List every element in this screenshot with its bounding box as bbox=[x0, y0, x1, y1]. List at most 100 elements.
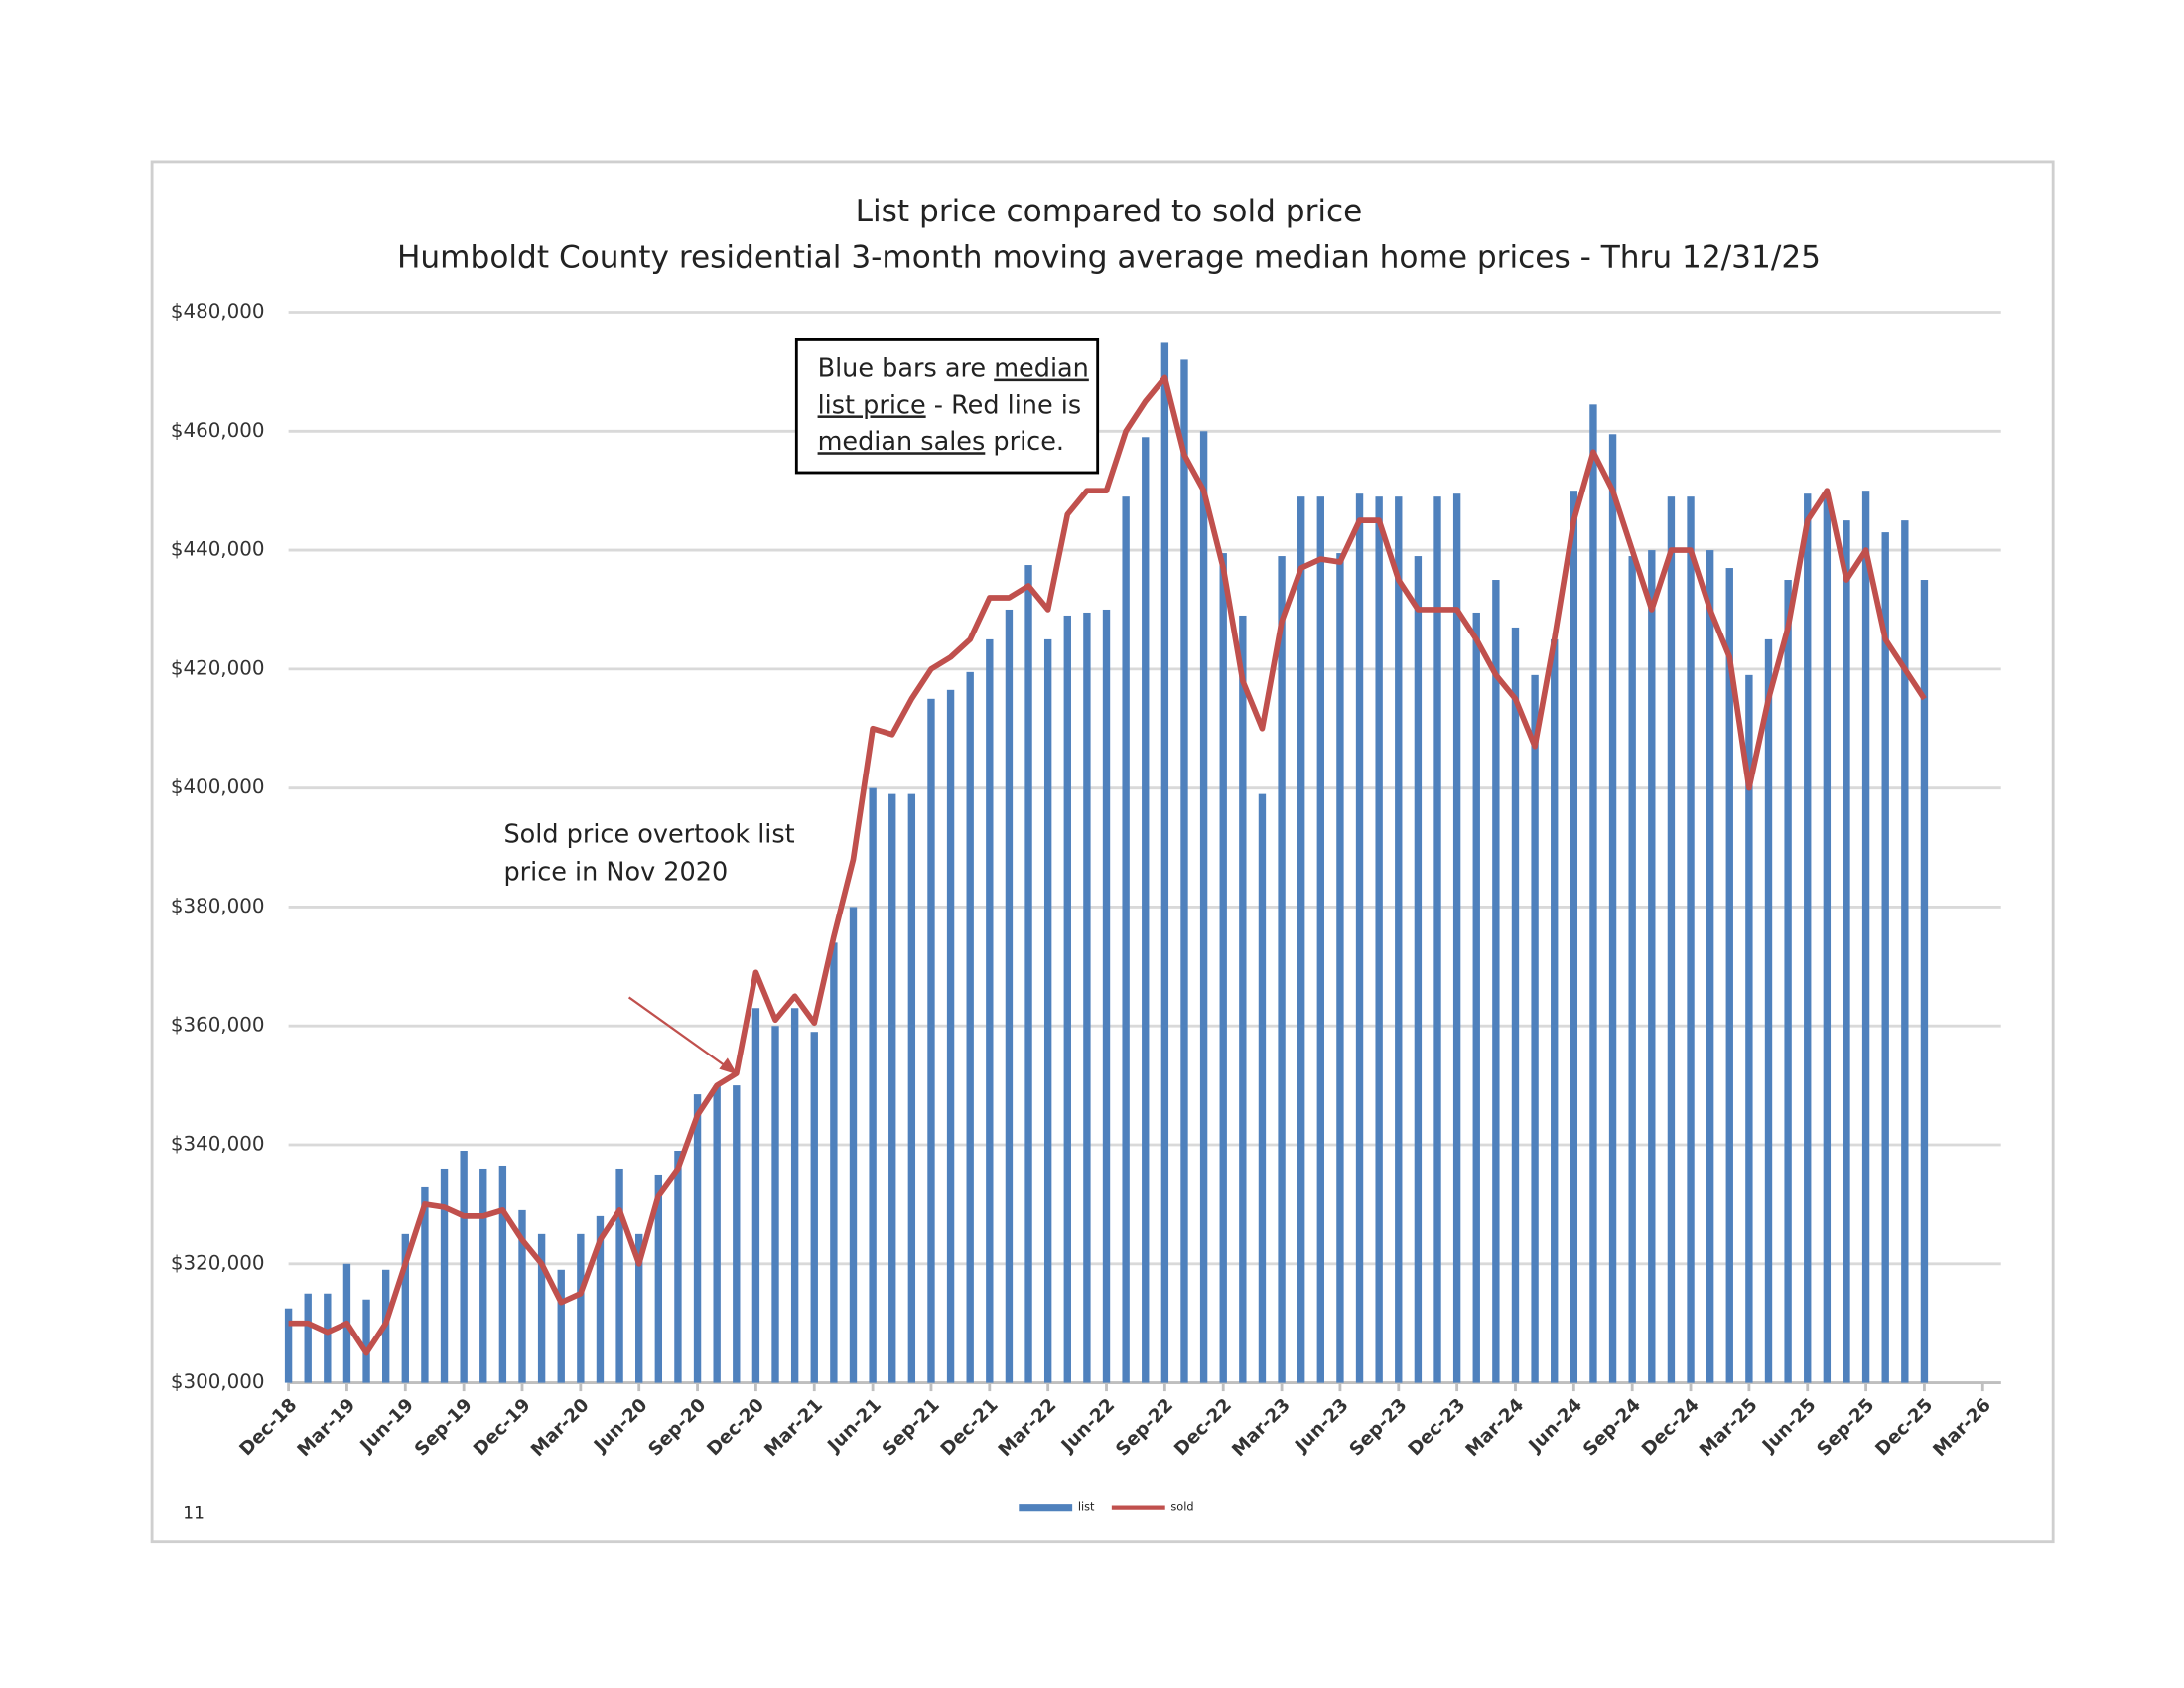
bar bbox=[1219, 553, 1227, 1383]
note-line: Blue bars are median bbox=[818, 354, 1089, 384]
bar bbox=[1063, 615, 1071, 1383]
bar bbox=[907, 793, 916, 1383]
bar bbox=[1102, 609, 1111, 1383]
note-segment: - Red line is bbox=[926, 390, 1082, 420]
bar bbox=[362, 1299, 370, 1383]
bar bbox=[1725, 568, 1733, 1383]
bar bbox=[577, 1233, 585, 1383]
bar bbox=[1083, 612, 1091, 1383]
bar bbox=[771, 1026, 779, 1383]
arrow-head bbox=[719, 1057, 738, 1075]
bar bbox=[927, 698, 935, 1383]
bar bbox=[596, 1215, 605, 1383]
bar bbox=[1687, 496, 1695, 1383]
bar bbox=[1648, 550, 1656, 1383]
bar bbox=[537, 1233, 546, 1383]
bar bbox=[1745, 674, 1753, 1383]
bar bbox=[713, 1085, 721, 1383]
chart-title: List price compared to sold price bbox=[856, 194, 1363, 229]
bar bbox=[479, 1168, 487, 1383]
line bbox=[288, 374, 1927, 1356]
y-tick-label: $340,000 bbox=[171, 1133, 265, 1156]
bar bbox=[1551, 638, 1559, 1383]
bar bbox=[557, 1269, 565, 1383]
bar bbox=[460, 1150, 468, 1383]
bar bbox=[1043, 638, 1052, 1383]
y-tick-label: $420,000 bbox=[171, 656, 265, 679]
note-line: median sales price. bbox=[818, 427, 1064, 457]
annotation: Sold price overtook list bbox=[503, 820, 794, 850]
bar bbox=[1452, 493, 1461, 1383]
bar bbox=[498, 1165, 507, 1383]
bar bbox=[1472, 612, 1480, 1383]
bar bbox=[1667, 496, 1676, 1383]
bar bbox=[849, 907, 858, 1383]
bar bbox=[1804, 493, 1812, 1383]
bar bbox=[733, 1085, 741, 1383]
bar bbox=[888, 793, 896, 1383]
bar bbox=[635, 1233, 643, 1383]
legend-label: list bbox=[1078, 1500, 1095, 1514]
y-tick-label: $440,000 bbox=[171, 538, 265, 561]
bar bbox=[1199, 431, 1208, 1383]
legend-label: sold bbox=[1170, 1500, 1193, 1514]
frame bbox=[150, 160, 2055, 1544]
bar bbox=[1336, 553, 1344, 1383]
chart-subtitle: Humboldt County residential 3-month movi… bbox=[397, 240, 1821, 276]
bar bbox=[986, 638, 994, 1383]
bar bbox=[1355, 493, 1364, 1383]
bar bbox=[1511, 627, 1520, 1383]
bar bbox=[284, 1308, 293, 1383]
note-segment: Blue bars are bbox=[818, 354, 995, 384]
bar bbox=[1375, 496, 1383, 1383]
y-tick-label: $300,000 bbox=[171, 1370, 265, 1393]
note-segment: median sales bbox=[818, 427, 986, 457]
bar bbox=[1531, 674, 1539, 1383]
bar bbox=[615, 1168, 623, 1383]
bar bbox=[1881, 532, 1889, 1383]
bar bbox=[1395, 496, 1403, 1383]
arrow bbox=[627, 996, 729, 1069]
bar bbox=[1764, 638, 1773, 1383]
bar bbox=[1843, 520, 1850, 1383]
bar bbox=[1706, 550, 1714, 1383]
bar bbox=[830, 942, 838, 1383]
y-tick-label: $320,000 bbox=[171, 1251, 265, 1274]
bar bbox=[1005, 609, 1014, 1383]
bar bbox=[1920, 580, 1929, 1383]
bar bbox=[1628, 556, 1636, 1383]
bar bbox=[1433, 496, 1441, 1383]
bar bbox=[1570, 491, 1578, 1383]
bar bbox=[790, 1008, 799, 1383]
annotation: price in Nov 2020 bbox=[503, 858, 728, 888]
bar bbox=[1414, 556, 1423, 1383]
bar bbox=[1492, 580, 1500, 1383]
note-segment: price. bbox=[985, 427, 1064, 457]
note-line: list price - Red line is bbox=[818, 390, 1082, 420]
y-tick-label: $380,000 bbox=[171, 895, 265, 917]
page-number: 11 bbox=[183, 1503, 205, 1523]
bar bbox=[751, 1008, 760, 1383]
note-segment: list price bbox=[818, 390, 926, 420]
bar bbox=[654, 1174, 663, 1383]
bar bbox=[1589, 404, 1597, 1383]
bar bbox=[421, 1186, 429, 1383]
bar bbox=[869, 787, 877, 1383]
bar bbox=[810, 1032, 818, 1383]
bar bbox=[324, 1293, 332, 1383]
bar bbox=[440, 1168, 449, 1383]
bar bbox=[1901, 520, 1909, 1383]
bar bbox=[1861, 491, 1870, 1383]
bar bbox=[966, 671, 974, 1383]
y-tick-label: $460,000 bbox=[171, 419, 265, 442]
bar bbox=[401, 1233, 409, 1383]
bar bbox=[674, 1150, 682, 1383]
bar bbox=[1180, 359, 1188, 1383]
bar bbox=[1239, 615, 1247, 1383]
bar bbox=[1160, 342, 1169, 1383]
bar bbox=[1316, 496, 1324, 1383]
bar bbox=[1784, 580, 1792, 1383]
note-box bbox=[794, 338, 1100, 475]
bar bbox=[1608, 434, 1617, 1383]
